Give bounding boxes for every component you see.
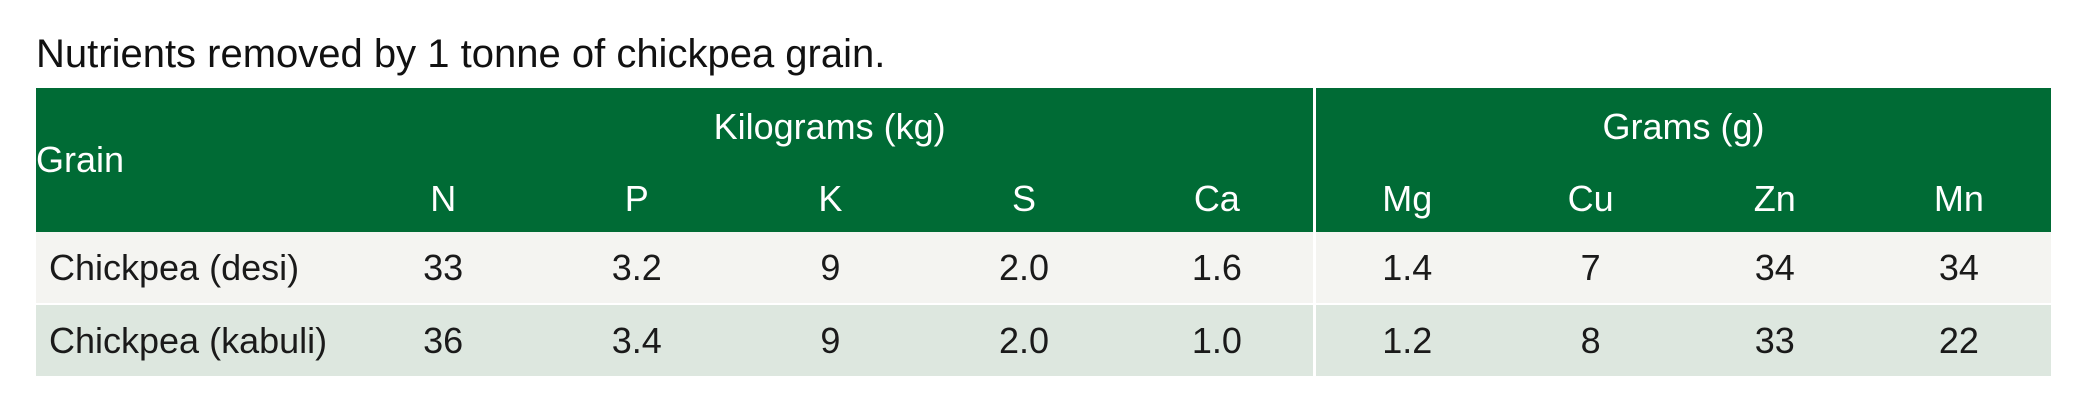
value-cell-cu: 7 (1498, 232, 1683, 305)
element-header-ca: Ca (1120, 166, 1315, 232)
header-group-row: Grain Kilograms (kg) Grams (g) (36, 88, 2051, 232)
element-header-n: N (346, 166, 540, 232)
nutrients-table: Grain Kilograms (kg) Grams (g) N P K S C… (36, 88, 2051, 376)
value-cell-p: 3.2 (539, 232, 734, 305)
table-header: Grain Kilograms (kg) Grams (g) N P K S C… (36, 88, 2051, 232)
element-header-k: K (733, 166, 928, 232)
element-header-mn: Mn (1866, 166, 2051, 232)
value-cell-mn: 34 (1866, 232, 2051, 305)
header-element-row: N P K S Ca Mg Cu Zn Mn (36, 166, 2051, 232)
value-cell-mg: 1.2 (1312, 304, 1499, 376)
value-cell-k: 9 (733, 304, 928, 376)
grain-column-header: Grain (36, 88, 347, 232)
element-header-cu: Cu (1498, 166, 1683, 232)
table-body: Chickpea (desi) 33 3.2 9 2.0 1.6 1.4 7 3… (36, 232, 2051, 376)
value-cell-p: 3.4 (539, 304, 734, 376)
element-header-s: S (927, 166, 1121, 232)
grain-cell: Chickpea (desi) (36, 232, 347, 305)
value-cell-zn: 33 (1682, 304, 1867, 376)
grain-cell: Chickpea (kabuli) (36, 304, 347, 376)
element-header-zn: Zn (1682, 166, 1867, 232)
value-cell-k: 9 (733, 232, 928, 305)
element-header-mg: Mg (1312, 166, 1499, 232)
value-cell-mg: 1.4 (1312, 232, 1499, 305)
table-row: Chickpea (desi) 33 3.2 9 2.0 1.6 1.4 7 3… (36, 232, 2051, 305)
value-cell-zn: 34 (1682, 232, 1867, 305)
value-cell-n: 36 (346, 304, 540, 376)
table-caption: Nutrients removed by 1 tonne of chickpea… (36, 32, 886, 76)
kilograms-group-header: Kilograms (kg) (346, 88, 1315, 166)
value-cell-n: 33 (346, 232, 540, 305)
value-cell-ca: 1.0 (1120, 304, 1315, 376)
value-cell-s: 2.0 (927, 232, 1121, 305)
grams-group-header: Grams (g) (1312, 88, 2051, 166)
value-cell-s: 2.0 (927, 304, 1121, 376)
value-cell-mn: 22 (1866, 304, 2051, 376)
value-cell-ca: 1.6 (1120, 232, 1315, 305)
table-row: Chickpea (kabuli) 36 3.4 9 2.0 1.0 1.2 8… (36, 304, 2051, 376)
value-cell-cu: 8 (1498, 304, 1683, 376)
element-header-p: P (539, 166, 734, 232)
